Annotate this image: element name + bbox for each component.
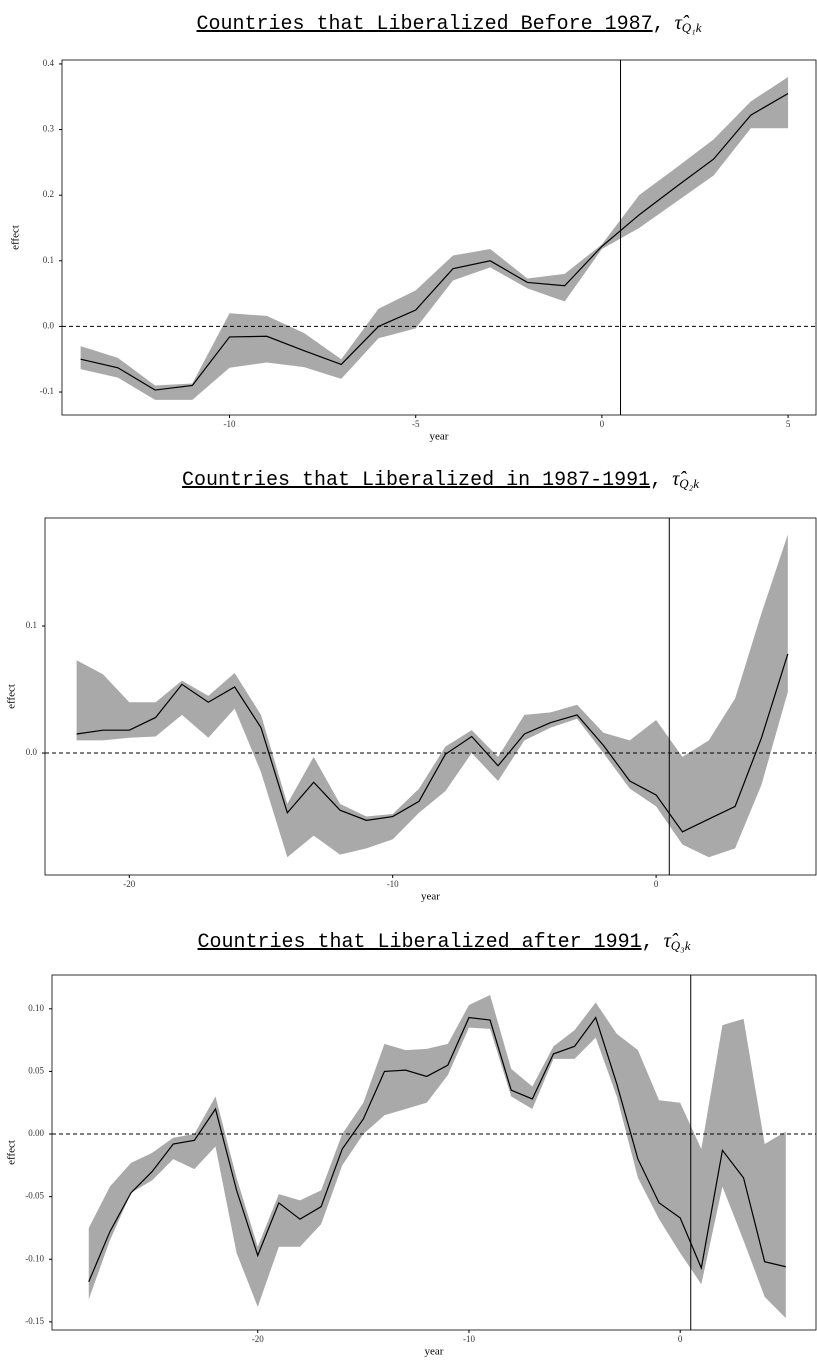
y-axis-label: effect — [6, 1140, 18, 1165]
confidence-band — [80, 77, 789, 400]
chart-title: Countries that Liberalized in 1987-1991,… — [182, 468, 699, 493]
y-tick-label: 0.10 — [28, 1003, 44, 1013]
x-tick-label: 0 — [678, 1334, 683, 1344]
y-tick-label: 0.00 — [28, 1128, 44, 1138]
x-tick-label: 0 — [654, 879, 659, 889]
title-subscript: Q₃k — [671, 938, 691, 953]
x-tick-label: -10 — [463, 1334, 475, 1344]
y-tick-label: 0.0 — [43, 320, 55, 330]
confidence-band — [76, 534, 788, 858]
title-text: Countries that Liberalized in 1987-1991 — [182, 469, 650, 492]
y-tick-label: 0.1 — [43, 255, 54, 265]
y-tick-label: 0.1 — [26, 620, 37, 630]
title-subscript: Q₁k — [682, 20, 702, 35]
plot-frame — [61, 59, 817, 416]
x-tick-label: -10 — [387, 879, 399, 889]
x-tick-label: -20 — [252, 1334, 264, 1344]
y-axis-label: effect — [6, 684, 18, 709]
y-tick-label: 0.4 — [43, 58, 55, 68]
x-tick-label: 5 — [786, 419, 791, 429]
chart-title: Countries that Liberalized Before 1987, τ… — [197, 12, 702, 37]
title-separator: , — [650, 469, 662, 492]
x-axis-label: year — [425, 1346, 444, 1358]
effect-line — [80, 92, 789, 391]
x-axis-label: year — [421, 891, 440, 903]
confidence-band — [88, 995, 786, 1319]
y-tick-label: 0.05 — [28, 1065, 44, 1075]
title-text: Countries that Liberalized Before 1987 — [197, 13, 653, 36]
effect-line — [88, 1016, 786, 1283]
y-tick-label: -0.1 — [40, 386, 54, 396]
y-tick-label: -0.05 — [25, 1191, 44, 1201]
x-tick-label: 0 — [600, 419, 605, 429]
plot-frame — [51, 974, 817, 1331]
title-separator: , — [653, 13, 665, 36]
y-tick-label: 0.0 — [26, 747, 38, 757]
effect-line — [76, 653, 789, 833]
y-tick-label: 0.3 — [43, 124, 55, 134]
x-tick-label: -10 — [224, 419, 236, 429]
x-tick-label: -5 — [412, 419, 420, 429]
x-axis-label: year — [430, 431, 449, 443]
title-separator: , — [642, 931, 654, 954]
title-text: Countries that Liberalized after 1991 — [198, 931, 642, 954]
y-tick-label: -0.10 — [25, 1253, 44, 1263]
y-tick-label: -0.15 — [25, 1316, 44, 1326]
chart-title: Countries that Liberalized after 1991, τ̂… — [198, 930, 691, 955]
plot-frame — [44, 517, 817, 876]
y-axis-label: effect — [10, 225, 22, 250]
y-tick-label: 0.2 — [43, 189, 54, 199]
x-tick-label: -20 — [123, 879, 135, 889]
title-subscript: Q₂k — [679, 476, 699, 491]
